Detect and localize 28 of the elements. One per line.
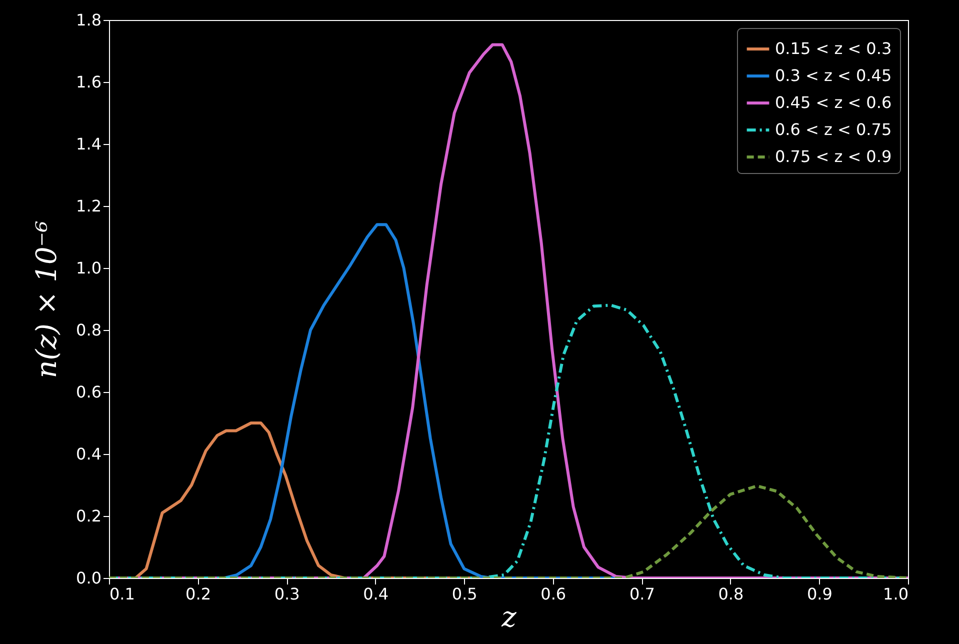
y-tick-label: 1.2 bbox=[76, 196, 102, 216]
legend-label: 0.6 < z < 0.75 bbox=[775, 120, 892, 139]
x-tick-label: 0.9 bbox=[806, 584, 832, 604]
x-tick-label: 0.7 bbox=[629, 584, 655, 604]
y-tick-label: 1.6 bbox=[76, 72, 102, 92]
y-tick-label: 0.0 bbox=[76, 568, 102, 588]
y-tick-label: 1.8 bbox=[76, 10, 102, 30]
y-axis-title: n(z) × 10⁻⁶ bbox=[30, 220, 64, 378]
x-tick-label: 0.5 bbox=[452, 584, 478, 604]
x-tick-label: 0.2 bbox=[186, 584, 212, 604]
x-tick-label: 0.4 bbox=[363, 584, 389, 604]
legend-label: 0.3 < z < 0.45 bbox=[775, 66, 892, 85]
y-tick-label: 1.0 bbox=[76, 258, 102, 278]
x-tick-label: 0.1 bbox=[110, 584, 135, 604]
x-tick-label: 0.6 bbox=[540, 584, 566, 604]
x-axis-title: z bbox=[500, 600, 517, 634]
legend-label: 0.45 < z < 0.6 bbox=[775, 93, 892, 112]
line-series bbox=[109, 484, 908, 578]
y-tick-label: 1.4 bbox=[76, 134, 102, 154]
y-tick-label: 0.8 bbox=[76, 320, 102, 340]
y-tick-label: 0.2 bbox=[76, 506, 102, 526]
y-tick-label: 0.4 bbox=[76, 444, 102, 464]
y-tick-label: 0.6 bbox=[76, 382, 102, 402]
legend-label: 0.75 < z < 0.9 bbox=[775, 147, 892, 166]
legend-label: 0.15 < z < 0.3 bbox=[775, 39, 892, 58]
x-tick-label: 1.0 bbox=[883, 584, 908, 604]
x-tick-label: 0.8 bbox=[718, 584, 744, 604]
x-tick-label: 0.3 bbox=[274, 584, 300, 604]
